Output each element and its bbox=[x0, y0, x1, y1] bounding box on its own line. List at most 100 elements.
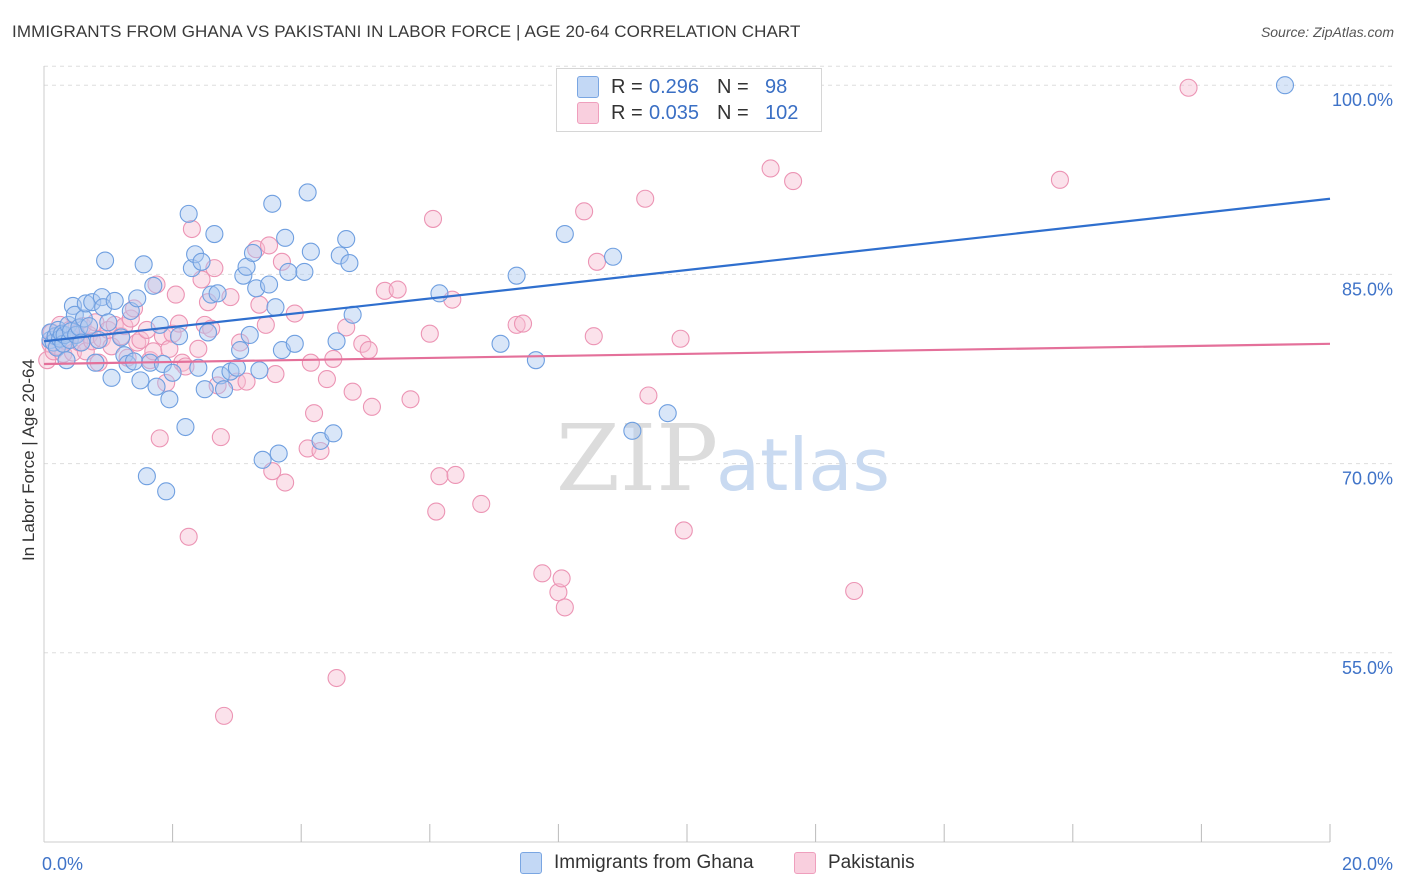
series-legend-pakistanis[interactable]: Pakistanis bbox=[794, 852, 915, 874]
ghana-point bbox=[76, 294, 95, 313]
pakistanis-point bbox=[401, 390, 420, 409]
pakistanis-point bbox=[237, 372, 256, 391]
series-legend-ghana[interactable]: Immigrants from Ghana bbox=[520, 852, 754, 874]
pakistanis-point bbox=[584, 327, 603, 346]
legend-swatch-blue bbox=[577, 76, 599, 98]
ghana-point bbox=[137, 467, 156, 486]
pakistanis-point bbox=[305, 404, 324, 423]
pakistanis-point bbox=[784, 172, 803, 191]
ghana-point bbox=[157, 482, 176, 501]
ghana-point bbox=[285, 334, 304, 353]
ghana-point bbox=[208, 284, 227, 303]
ghana-point bbox=[79, 317, 99, 336]
ghana-point bbox=[250, 361, 269, 380]
ghana-point bbox=[227, 358, 246, 377]
pakistanis-point bbox=[587, 252, 607, 271]
pakistanis-point bbox=[124, 299, 144, 318]
ghana-point bbox=[604, 247, 623, 266]
pakistanis-point bbox=[362, 397, 381, 416]
y-tick-label: 100.0% bbox=[1332, 90, 1393, 110]
ghana-point bbox=[340, 254, 359, 273]
ghana-point bbox=[507, 266, 526, 285]
pakistanis-point bbox=[150, 429, 169, 448]
trend-lines bbox=[43, 197, 1331, 366]
legend-n-label: N = bbox=[717, 75, 749, 98]
ghana-point bbox=[192, 252, 211, 271]
pakistanis-point bbox=[420, 324, 439, 343]
ghana-point bbox=[253, 450, 272, 469]
ghana-point bbox=[182, 259, 201, 278]
ghana-point bbox=[243, 243, 263, 263]
pakistanis-point bbox=[231, 333, 250, 352]
legend-row-pakistanis: R = 0.035 N = 102 bbox=[577, 101, 798, 125]
pakistanis-point bbox=[388, 280, 407, 299]
pakistanis-point bbox=[259, 236, 279, 255]
legend-row-ghana: R = 0.296 N = 98 bbox=[577, 75, 787, 99]
ghana-point bbox=[430, 284, 449, 303]
ghana-point bbox=[623, 421, 642, 440]
ghana-point bbox=[83, 293, 102, 312]
ghana-point bbox=[150, 315, 169, 334]
pakistanis-point bbox=[636, 189, 655, 208]
ghana-point bbox=[231, 341, 250, 360]
ghana-point bbox=[298, 183, 317, 202]
pakistanis-point bbox=[301, 353, 320, 372]
ghana-point bbox=[163, 363, 182, 382]
series-legend-label: Pakistanis bbox=[828, 852, 915, 873]
ghana-point bbox=[343, 305, 362, 324]
watermark: ZIP atlas bbox=[556, 405, 890, 512]
pakistanis-point bbox=[343, 382, 362, 401]
grid-lines bbox=[44, 65, 1392, 654]
pakistanis-points bbox=[38, 78, 1198, 725]
ghana-point bbox=[195, 380, 214, 399]
ghana-point bbox=[70, 318, 89, 337]
legend-n-value: 102 bbox=[765, 101, 799, 124]
ghana-point bbox=[327, 332, 346, 351]
pakistanis-point bbox=[327, 668, 346, 688]
pakistanis-trend-line bbox=[43, 342, 1331, 366]
ghana-point bbox=[144, 276, 163, 295]
legend-n-value: 98 bbox=[765, 75, 788, 98]
ghana-point bbox=[214, 380, 234, 399]
pakistanis-point bbox=[549, 583, 568, 602]
pakistanis-point bbox=[472, 494, 491, 514]
ghana-point bbox=[555, 225, 574, 244]
pakistanis-point bbox=[121, 309, 140, 328]
legend-r-value: 0.035 bbox=[649, 101, 700, 124]
pakistanis-point bbox=[507, 315, 526, 334]
pakistanis-point bbox=[761, 159, 780, 178]
ghana-point bbox=[526, 351, 545, 370]
pakistanis-point bbox=[639, 386, 658, 405]
ghana-point bbox=[131, 371, 150, 390]
ghana-point bbox=[1275, 76, 1295, 95]
pakistanis-point bbox=[311, 441, 330, 461]
pakistanis-point bbox=[266, 365, 285, 384]
legend-r-value: 0.296 bbox=[649, 75, 700, 98]
ghana-point bbox=[301, 242, 320, 261]
pakistanis-point bbox=[250, 295, 269, 314]
ghana-point bbox=[324, 424, 343, 443]
ghana-points bbox=[41, 76, 1295, 501]
ghana-point bbox=[105, 291, 124, 310]
pakistanis-point bbox=[575, 202, 594, 221]
ghana-point bbox=[186, 245, 205, 264]
ghana-point bbox=[198, 323, 218, 342]
ghana-point bbox=[263, 194, 282, 213]
ghana-point bbox=[276, 228, 295, 247]
ghana-point bbox=[211, 366, 230, 385]
pakistanis-point bbox=[1179, 78, 1198, 97]
ghana-point bbox=[57, 351, 76, 370]
ghana-point bbox=[160, 390, 179, 409]
ghana-point bbox=[259, 275, 279, 294]
series-legend: Immigrants from Ghana Pakistanis bbox=[0, 852, 1406, 878]
ghana-point bbox=[134, 255, 153, 274]
ghana-point bbox=[99, 313, 118, 332]
ghana-point bbox=[279, 262, 298, 281]
y-tick-label: 85.0% bbox=[1342, 279, 1393, 299]
pakistanis-point bbox=[513, 314, 533, 333]
pakistanis-point bbox=[182, 219, 201, 239]
pakistanis-point bbox=[160, 339, 179, 358]
watermark-atlas: atlas bbox=[716, 423, 890, 507]
ghana-point bbox=[147, 377, 166, 396]
